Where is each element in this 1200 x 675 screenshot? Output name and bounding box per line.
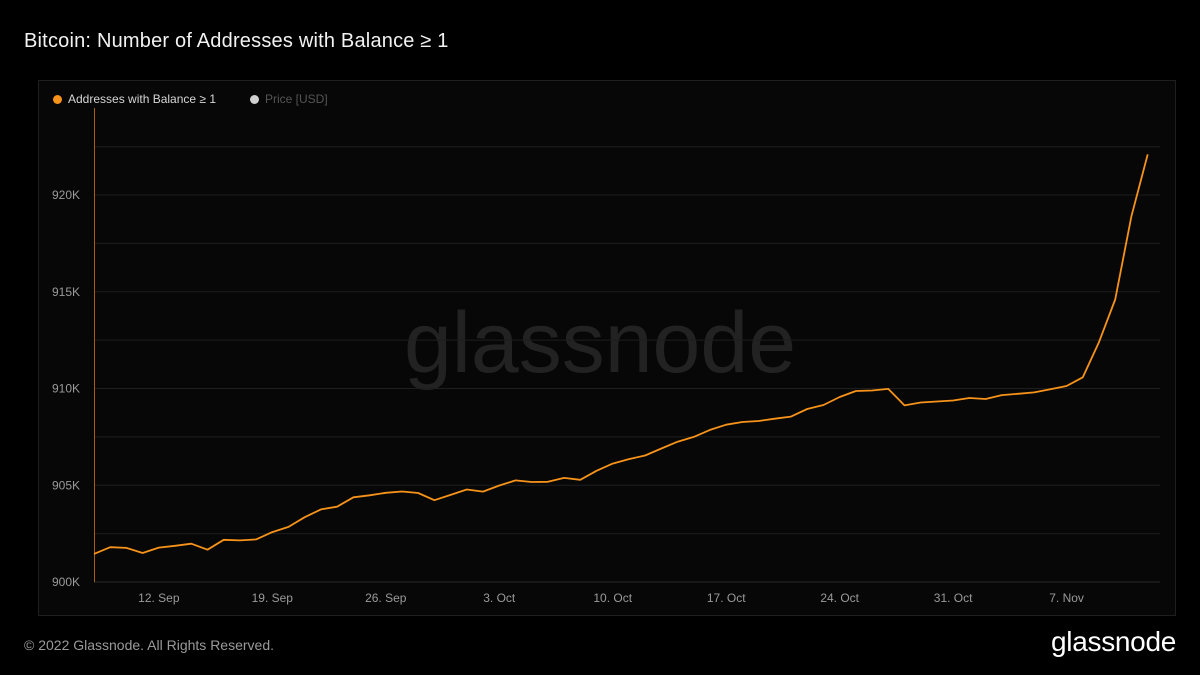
x-tick-label: 31. Oct [934, 591, 973, 605]
y-tick-label: 910K [52, 382, 80, 396]
x-tick-label: 24. Oct [820, 591, 859, 605]
glassnode-logo[interactable]: glassnode [1051, 626, 1176, 657]
legend-label-addresses: Addresses with Balance ≥ 1 [68, 92, 216, 106]
legend-item-price[interactable]: Price [USD] [250, 92, 328, 106]
x-tick-label: 26. Sep [365, 591, 407, 605]
x-tick-label: 10. Oct [593, 591, 632, 605]
legend-dot-addresses [53, 94, 62, 104]
x-tick-label: 17. Oct [707, 591, 746, 605]
legend-label-price: Price [USD] [265, 92, 328, 106]
footer-copyright: © 2022 Glassnode. All Rights Reserved. [24, 637, 275, 653]
y-tick-label: 920K [52, 188, 80, 202]
legend-item-addresses[interactable]: Addresses with Balance ≥ 1 [53, 92, 216, 106]
x-tick-label: 19. Sep [252, 591, 294, 605]
y-tick-label: 905K [52, 478, 80, 492]
legend-dot-price [250, 94, 259, 104]
y-tick-label: 915K [52, 285, 80, 299]
watermark: glassnode [404, 295, 796, 391]
series-line-addresses [93, 154, 1149, 555]
chart-legend: Addresses with Balance ≥ 1 Price [USD] [53, 92, 328, 106]
chart-title: Bitcoin: Number of Addresses with Balanc… [24, 30, 449, 52]
x-tick-label: 7. Nov [1049, 591, 1084, 605]
x-tick-label: 12. Sep [138, 591, 180, 605]
y-tick-label: 900K [52, 575, 80, 589]
chart-panel [38, 80, 1176, 616]
x-tick-label: 3. Oct [483, 591, 516, 605]
